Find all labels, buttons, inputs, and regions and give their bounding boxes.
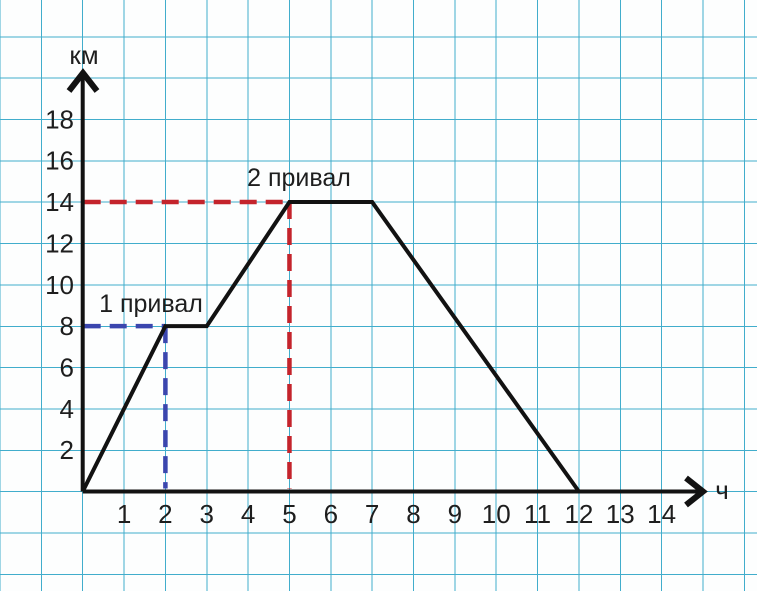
annotation-halt-1: 1 привал bbox=[99, 290, 203, 318]
x-tick-label: 4 bbox=[241, 499, 255, 529]
y-tick-label: 18 bbox=[45, 104, 74, 134]
x-tick-label: 7 bbox=[365, 499, 379, 529]
y-axis-arrow-icon bbox=[66, 68, 100, 93]
y-tick-labels: 2 4 6 8 10 12 14 16 18 bbox=[45, 104, 74, 465]
y-tick-label: 10 bbox=[45, 270, 74, 300]
axes bbox=[66, 68, 708, 508]
x-tick-label: 8 bbox=[406, 499, 420, 529]
y-tick-label: 4 bbox=[60, 394, 74, 424]
y-axis-title: км bbox=[69, 40, 98, 70]
y-tick-label: 12 bbox=[45, 228, 74, 258]
x-axis-arrow-icon bbox=[684, 475, 708, 508]
y-tick-label: 8 bbox=[60, 311, 74, 341]
x-tick-label: 2 bbox=[158, 499, 172, 529]
x-tick-label: 14 bbox=[647, 499, 676, 529]
x-tick-label: 5 bbox=[282, 499, 296, 529]
x-tick-label: 13 bbox=[606, 499, 635, 529]
x-tick-label: 6 bbox=[324, 499, 338, 529]
y-tick-label: 14 bbox=[45, 187, 74, 217]
y-tick-label: 6 bbox=[60, 352, 74, 382]
x-tick-label: 3 bbox=[200, 499, 214, 529]
x-tick-label: 10 bbox=[482, 499, 511, 529]
y-tick-label: 2 bbox=[60, 435, 74, 465]
halt-guide-lines bbox=[83, 199, 292, 489]
x-tick-label: 9 bbox=[448, 499, 462, 529]
x-tick-label: 12 bbox=[564, 499, 593, 529]
x-tick-label: 11 bbox=[524, 499, 551, 529]
x-axis-title: ч bbox=[715, 475, 729, 505]
y-tick-label: 16 bbox=[45, 146, 74, 176]
x-tick-label: 1 bbox=[117, 499, 131, 529]
x-tick-labels: 1 2 3 4 5 6 7 8 9 10 11 12 13 14 bbox=[117, 499, 676, 529]
route-line bbox=[80, 200, 581, 493]
annotation-halt-2: 2 привал bbox=[247, 164, 351, 192]
